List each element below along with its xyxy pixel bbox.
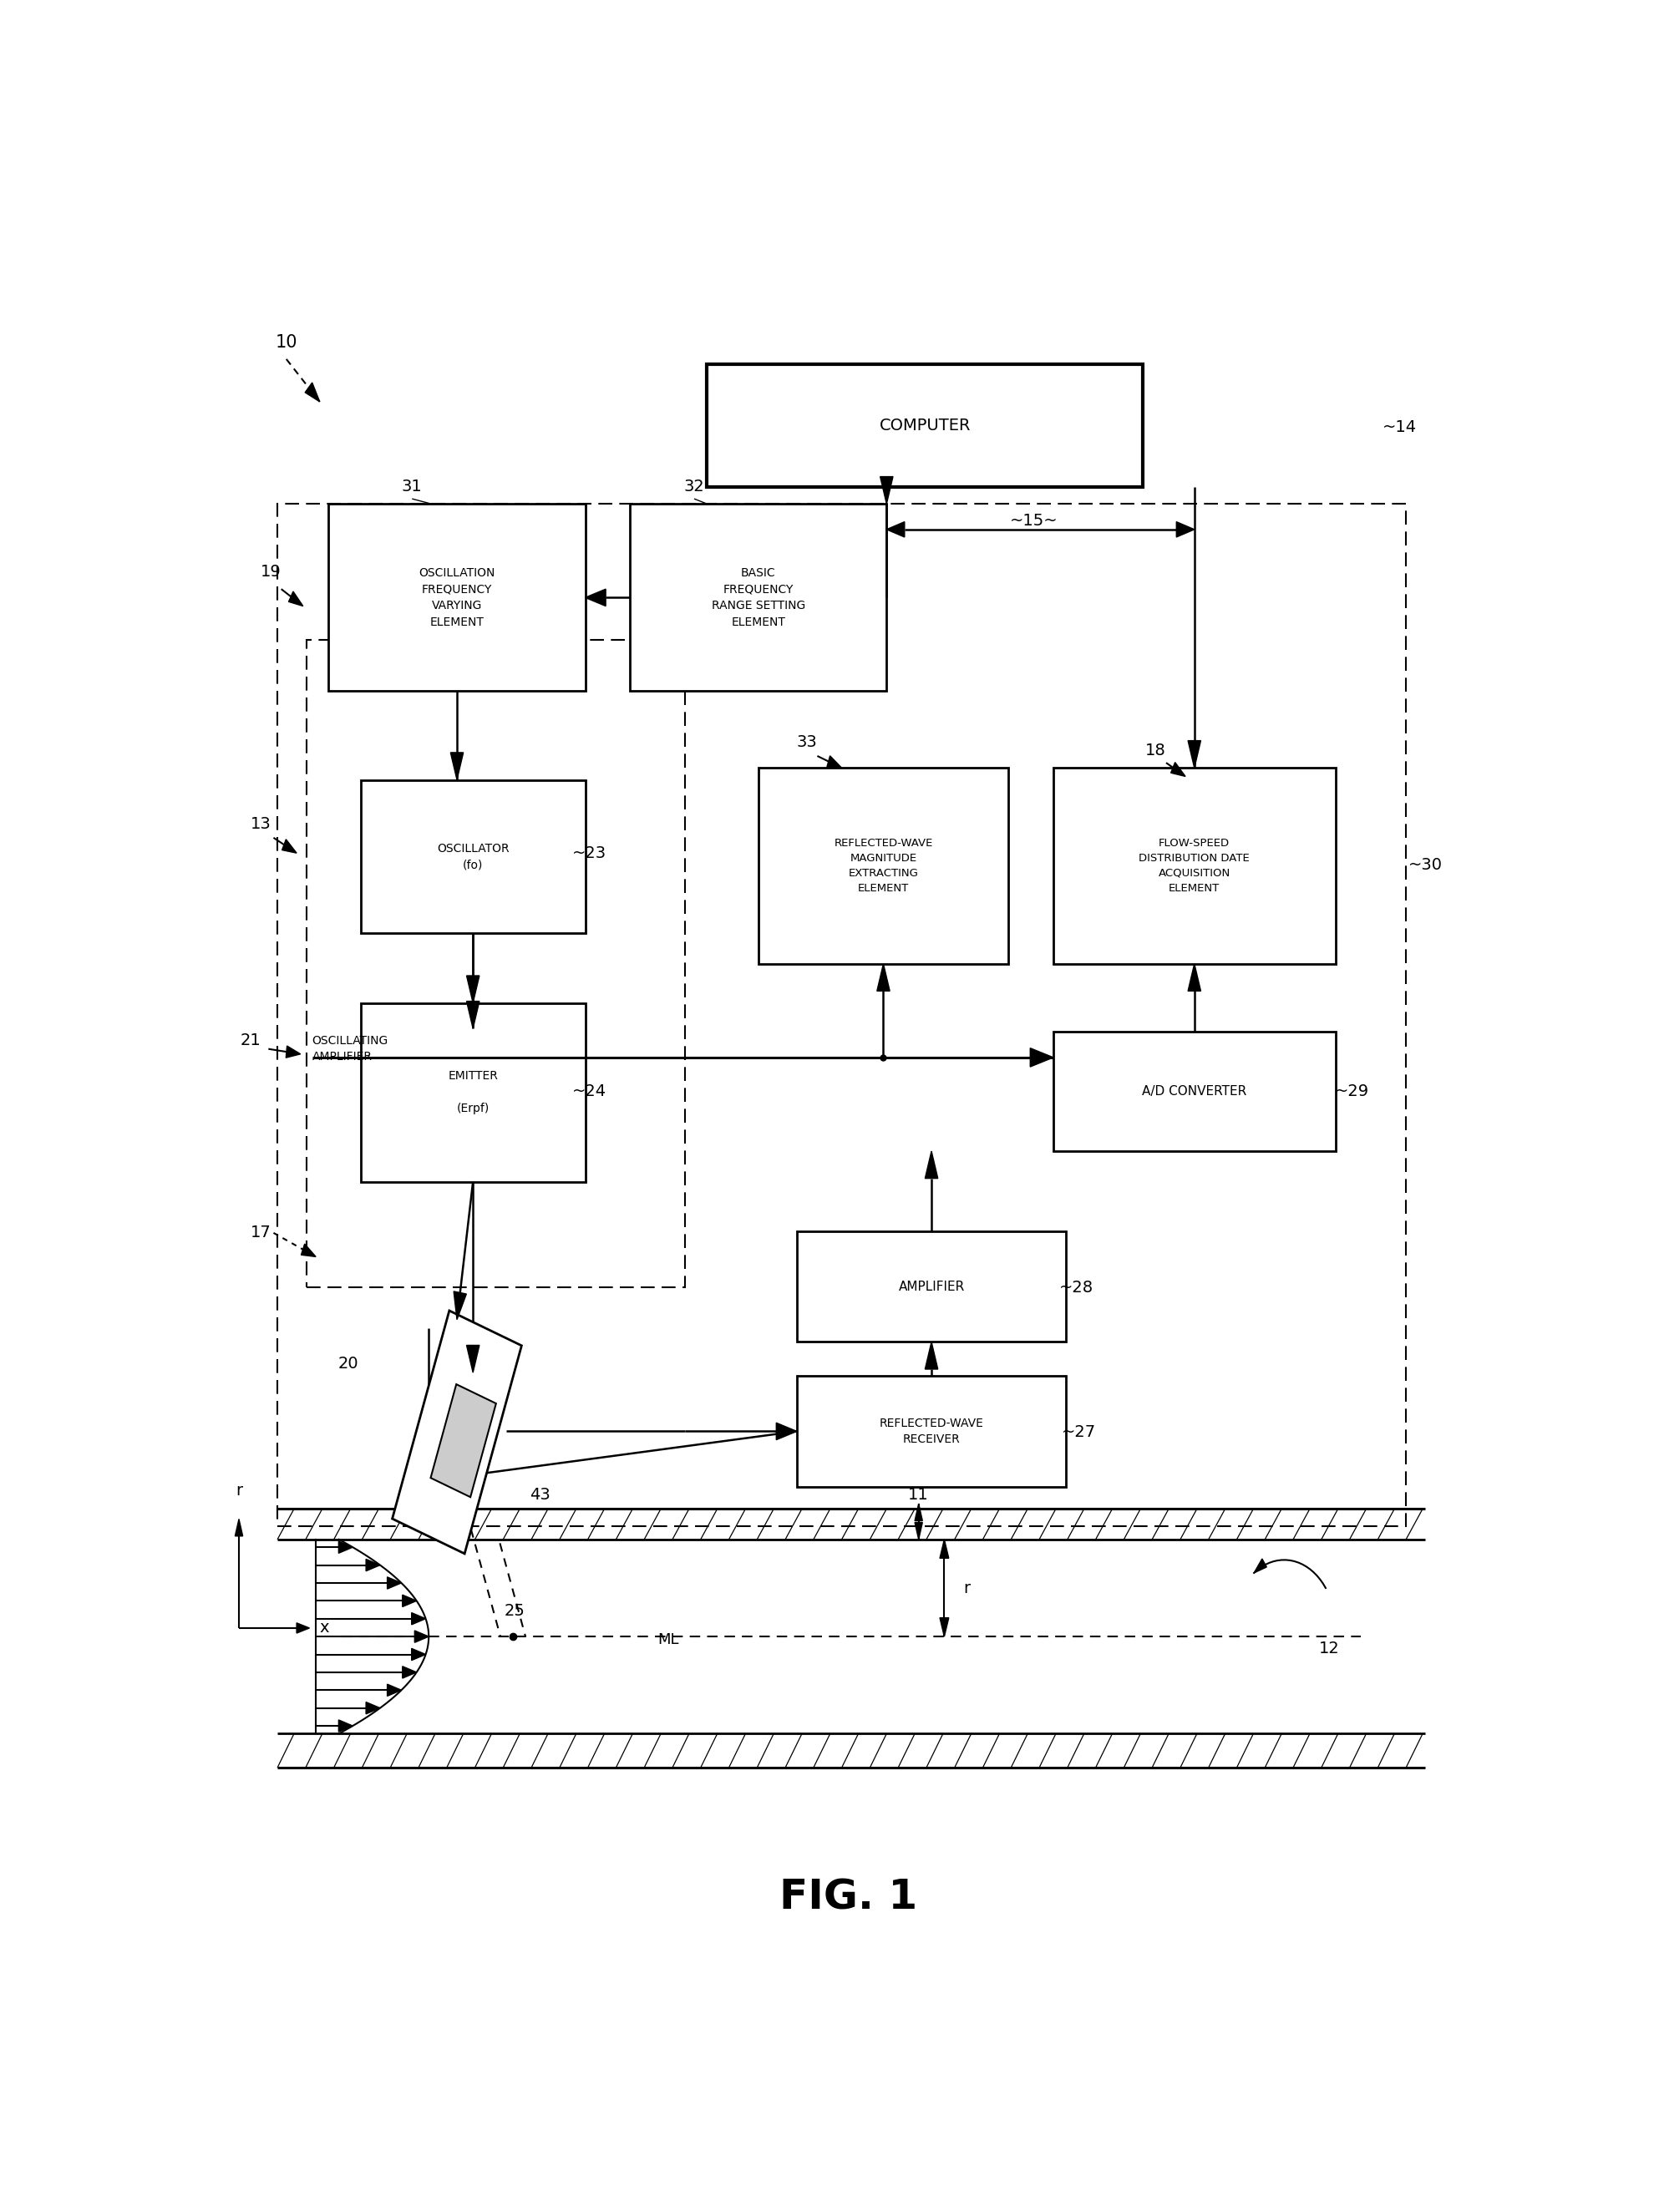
- Text: ~24: ~24: [572, 1084, 605, 1099]
- Text: 43: 43: [529, 1486, 551, 1504]
- Polygon shape: [402, 1595, 417, 1606]
- Polygon shape: [453, 1292, 466, 1321]
- Polygon shape: [296, 1624, 309, 1632]
- Text: 11: 11: [908, 1486, 928, 1504]
- Text: EMITTER

(Erpf): EMITTER (Erpf): [448, 1071, 498, 1115]
- Text: ~29: ~29: [1335, 1084, 1368, 1099]
- Polygon shape: [412, 1613, 425, 1624]
- Polygon shape: [281, 838, 296, 854]
- Bar: [797, 1232, 1065, 1343]
- Polygon shape: [450, 752, 463, 781]
- Polygon shape: [1188, 964, 1201, 991]
- Polygon shape: [939, 1617, 948, 1637]
- Polygon shape: [939, 1540, 948, 1557]
- Polygon shape: [880, 476, 893, 504]
- Polygon shape: [1188, 741, 1201, 768]
- Bar: [1054, 768, 1335, 964]
- Polygon shape: [235, 1520, 243, 1535]
- Text: 31: 31: [402, 480, 422, 495]
- Text: OSCILLATOR
(fo): OSCILLATOR (fo): [437, 843, 509, 872]
- Polygon shape: [415, 1630, 428, 1644]
- Text: A/D CONVERTER: A/D CONVERTER: [1141, 1086, 1245, 1097]
- Text: 13: 13: [250, 816, 271, 832]
- Polygon shape: [776, 1422, 797, 1440]
- Text: 20: 20: [337, 1356, 357, 1371]
- Polygon shape: [466, 975, 480, 1002]
- Polygon shape: [1176, 522, 1194, 538]
- Polygon shape: [286, 1046, 301, 1057]
- Bar: [758, 768, 1007, 964]
- Text: COMPUTER: COMPUTER: [878, 418, 971, 434]
- Text: REFLECTED-WAVE
RECEIVER: REFLECTED-WAVE RECEIVER: [878, 1418, 982, 1444]
- Text: x: x: [319, 1619, 329, 1637]
- Bar: [329, 504, 586, 690]
- Polygon shape: [387, 1683, 402, 1697]
- Polygon shape: [402, 1666, 417, 1679]
- Text: 18: 18: [1145, 743, 1166, 759]
- Text: 33: 33: [796, 734, 817, 750]
- Text: BASIC
FREQUENCY
RANGE SETTING
ELEMENT: BASIC FREQUENCY RANGE SETTING ELEMENT: [711, 566, 805, 628]
- Polygon shape: [915, 1504, 921, 1520]
- Polygon shape: [1254, 1559, 1265, 1573]
- Polygon shape: [887, 522, 905, 538]
- Polygon shape: [827, 757, 842, 768]
- Polygon shape: [366, 1701, 380, 1714]
- Text: 12: 12: [1318, 1641, 1338, 1657]
- Text: OSCILLATION
FREQUENCY
VARYING
ELEMENT: OSCILLATION FREQUENCY VARYING ELEMENT: [418, 566, 495, 628]
- Text: ~28: ~28: [1059, 1279, 1093, 1296]
- Polygon shape: [430, 1385, 496, 1498]
- Text: 21: 21: [240, 1033, 261, 1048]
- Text: REFLECTED-WAVE
MAGNITUDE
EXTRACTING
ELEMENT: REFLECTED-WAVE MAGNITUDE EXTRACTING ELEM…: [834, 838, 933, 894]
- Text: ~23: ~23: [572, 845, 605, 860]
- Text: ~27: ~27: [1062, 1425, 1095, 1440]
- Text: 19: 19: [261, 564, 281, 580]
- Polygon shape: [301, 1243, 316, 1256]
- Text: 25: 25: [504, 1604, 524, 1619]
- Bar: [361, 781, 586, 933]
- Polygon shape: [915, 1522, 921, 1540]
- Text: FIG. 1: FIG. 1: [779, 1878, 916, 1918]
- Polygon shape: [466, 1345, 480, 1371]
- Polygon shape: [877, 964, 890, 991]
- Polygon shape: [387, 1577, 402, 1588]
- Text: OSCILLATING
AMPLIFIER: OSCILLATING AMPLIFIER: [313, 1035, 389, 1064]
- Polygon shape: [925, 1343, 938, 1369]
- Polygon shape: [586, 588, 605, 606]
- Polygon shape: [925, 1150, 938, 1179]
- Polygon shape: [288, 591, 303, 606]
- Bar: [278, 504, 1406, 1526]
- Polygon shape: [1171, 763, 1184, 776]
- Text: 32: 32: [683, 480, 705, 495]
- Bar: [706, 365, 1143, 487]
- Text: AMPLIFIER: AMPLIFIER: [898, 1281, 964, 1292]
- Polygon shape: [412, 1648, 425, 1661]
- Bar: [361, 1002, 586, 1181]
- Text: ~30: ~30: [1408, 856, 1442, 874]
- Polygon shape: [304, 383, 319, 403]
- Polygon shape: [339, 1721, 352, 1732]
- Polygon shape: [1030, 1048, 1054, 1066]
- Bar: [630, 504, 887, 690]
- Text: 17: 17: [250, 1225, 271, 1241]
- Bar: [306, 639, 685, 1287]
- Polygon shape: [392, 1312, 521, 1553]
- Polygon shape: [339, 1542, 352, 1553]
- Polygon shape: [466, 1002, 480, 1029]
- Text: ~15~: ~15~: [1009, 513, 1057, 529]
- Text: r: r: [235, 1482, 241, 1498]
- Text: r: r: [963, 1579, 969, 1595]
- Text: ~14: ~14: [1381, 420, 1416, 436]
- Text: FLOW-SPEED
DISTRIBUTION DATE
ACQUISITION
ELEMENT: FLOW-SPEED DISTRIBUTION DATE ACQUISITION…: [1138, 838, 1249, 894]
- Bar: [797, 1376, 1065, 1486]
- Text: ML: ML: [658, 1632, 678, 1648]
- Polygon shape: [366, 1559, 380, 1571]
- Bar: [1054, 1031, 1335, 1150]
- Text: 10: 10: [275, 334, 298, 349]
